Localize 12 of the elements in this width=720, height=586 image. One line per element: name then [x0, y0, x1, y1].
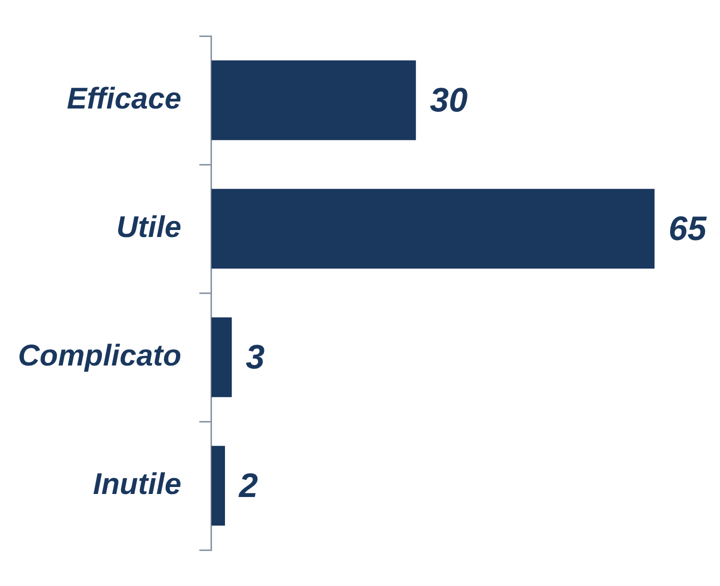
bar	[211, 60, 416, 140]
data-label: 3	[246, 338, 265, 377]
bar	[211, 188, 655, 269]
data-label: 2	[238, 467, 258, 506]
y-tick-label: Inutile	[93, 468, 182, 502]
data-label: 65	[668, 210, 708, 248]
bar	[211, 446, 225, 526]
data-label: 30	[430, 82, 468, 120]
y-tick-label: Efficace	[66, 82, 182, 116]
y-tick-label: Complicato	[18, 340, 182, 373]
bar	[211, 317, 232, 398]
y-tick-label: Utile	[116, 211, 182, 244]
